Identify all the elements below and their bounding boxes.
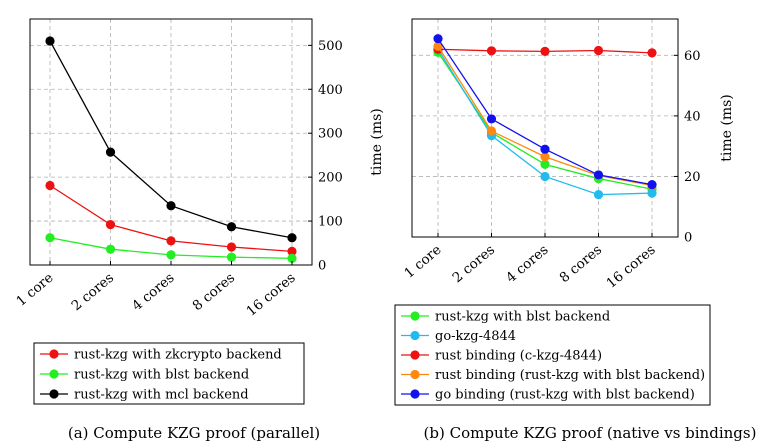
chart-b-legend-box (394, 304, 711, 406)
chart-a-data-point (287, 246, 297, 256)
chart-b-y-ticks: 0 20 40 60 (674, 49, 701, 246)
chart-a-data-point (166, 236, 176, 246)
chart-b-legend-marker (410, 330, 420, 341)
chart-b-data-point (433, 41, 443, 51)
chart-b-series (433, 34, 657, 200)
chart-b-data-point (540, 144, 550, 154)
chart-b-legend-marker (410, 389, 420, 399)
chart-a-ytick-label: 100 (318, 215, 343, 230)
chart-a-xtick-label: 8 cores (190, 270, 239, 314)
chart-a-data-point (287, 233, 297, 243)
chart-a-series (45, 36, 297, 264)
chart-b-data-point (433, 34, 443, 44)
chart-b-data-point (647, 188, 657, 198)
chart-b-data-point (540, 171, 550, 182)
chart-a-legend-marker (49, 389, 59, 399)
chart-a-xtick-label: 2 cores (69, 270, 118, 314)
chart-a-data-point (226, 242, 237, 252)
chart-a-ytick-label: 500 (318, 39, 343, 54)
chart-a-ytick-label: 0 (318, 259, 326, 274)
chart-a-legend-marker (49, 349, 59, 359)
chart-a-data-point (45, 36, 55, 46)
chart-b-xtick-label: 2 cores (450, 242, 499, 286)
chart-b-data-point (486, 46, 497, 56)
chart-a-data-point (226, 252, 237, 262)
chart-b-ytick-label: 60 (684, 49, 701, 64)
chart-b-data-point (593, 45, 604, 56)
chart-b-ytick-label: 0 (684, 231, 692, 246)
chart-a-xtick-label: 16 cores (243, 270, 298, 320)
chart-a-xtick-label: 4 cores (129, 270, 178, 314)
chart-b-data-point (486, 114, 497, 124)
chart-b-data-point (486, 126, 497, 136)
chart-b-legend-label: rust-kzg with blst backend (435, 310, 610, 325)
chart-a-data-point (45, 233, 55, 243)
chart-a-y-ticks: 0 100 200 300 400 500 (308, 39, 343, 274)
chart-a-data-point (166, 201, 176, 211)
chart-a-legend-label: rust-kzg with mcl backend (74, 388, 249, 403)
chart-a-ytick-label: 400 (318, 83, 343, 98)
chart-b-y-axis-label: time (ms) (719, 94, 735, 162)
chart-a-data-point (105, 147, 116, 157)
chart-b-xtick-label: 16 cores (603, 242, 658, 292)
chart-b-data-point (593, 190, 604, 200)
chart-a-ytick-label: 200 (318, 171, 343, 186)
chart-b-legend-label: rust binding (rust-kzg with blst backend… (435, 368, 705, 383)
chart-b-ytick-label: 20 (684, 170, 701, 185)
chart-a-grid (30, 19, 312, 266)
chart-a: 0 100 200 300 400 500 1 core 2 cores 4 cores 8 c… (13, 18, 385, 442)
chart-b-data-point (540, 46, 550, 56)
chart-b-data-point (540, 159, 550, 169)
chart-b-caption: (b) Compute KZG proof (native vs binding… (424, 424, 757, 442)
chart-b-data-point (647, 48, 657, 58)
chart-a-data-point (287, 253, 297, 264)
chart-a-y-axis-label: time (ms) (369, 108, 385, 176)
chart-a-caption: (a) Compute KZG proof (parallel) (68, 424, 320, 442)
chart-a-data-point (166, 250, 176, 260)
chart-b-legend-marker (410, 311, 420, 321)
chart-b-data-point (593, 170, 604, 180)
chart-b-legend: rust-kzg with blst backend go-kzg-4844 rus… (394, 304, 711, 406)
chart-b-data-point (647, 180, 657, 190)
chart-a-xtick-label: 1 core (13, 270, 56, 310)
chart-b-legend-label: rust binding (c-kzg-4844) (435, 349, 602, 364)
chart-a-data-point (105, 244, 116, 254)
chart-a-ytick-label: 300 (318, 127, 343, 142)
chart-a-legend-box (33, 342, 305, 405)
chart-a-legend-marker (49, 369, 59, 379)
chart-b-legend-label: go-kzg-4844 (435, 329, 516, 344)
chart-b-xtick-label: 8 cores (557, 242, 606, 286)
chart-a-data-point (226, 222, 237, 232)
chart-a-legend-label: rust-kzg with zkcrypto backend (74, 348, 282, 363)
chart-a-legend-label: rust-kzg with blst backend (74, 368, 249, 383)
chart-b-xtick-label: 1 core (401, 242, 444, 282)
chart-a-legend: rust-kzg with zkcrypto backend rust-kzg w… (33, 342, 305, 405)
chart-b-xtick-label: 4 cores (503, 242, 552, 286)
chart-b-legend-marker (410, 350, 420, 360)
chart-b-ytick-label: 40 (684, 109, 701, 124)
chart-b-legend-marker (410, 369, 420, 380)
chart-b-legend-label: go binding (rust-kzg with blst backend) (435, 388, 695, 403)
chart-a-x-ticks: 1 core 2 cores 4 cores 8 cores 16 cores (13, 261, 299, 320)
chart-a-data-point (45, 180, 55, 191)
chart-b-data-point (540, 152, 550, 162)
chart-a-data-point (105, 219, 116, 230)
